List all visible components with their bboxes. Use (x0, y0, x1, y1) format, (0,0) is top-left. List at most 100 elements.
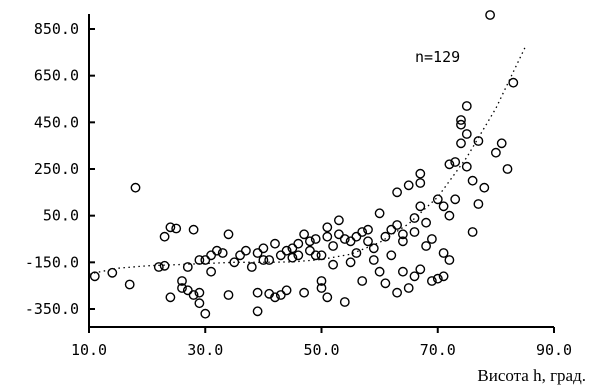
data-point (177, 276, 187, 286)
data-point (392, 287, 402, 298)
y-tick-label: 250.0 (34, 160, 79, 178)
data-point (281, 245, 292, 256)
data-point (421, 217, 431, 228)
data-point (409, 213, 420, 223)
data-point (392, 187, 402, 198)
data-point (426, 234, 437, 244)
y-tick-label: -350.0 (25, 300, 79, 318)
data-point (380, 231, 391, 242)
data-point (316, 283, 327, 293)
data-point (397, 229, 408, 240)
data-point (502, 164, 513, 174)
data-point (130, 182, 141, 193)
x-tick-label: 10.0 (71, 341, 107, 359)
data-point (508, 77, 519, 88)
data-point (357, 276, 368, 286)
data-point (252, 306, 263, 317)
data-point (374, 266, 385, 277)
data-point (496, 138, 507, 149)
x-tick-label: 90.0 (536, 341, 572, 359)
data-point (206, 266, 217, 277)
data-point (461, 161, 472, 172)
y-tick-label: 650.0 (34, 67, 79, 85)
data-point (339, 297, 350, 307)
data-point (258, 243, 269, 254)
data-point (333, 229, 344, 240)
data-point (490, 147, 501, 158)
data-point (357, 227, 368, 237)
x-tick-label: 50.0 (303, 341, 339, 359)
data-point (304, 236, 315, 247)
data-point (461, 129, 472, 139)
data-point (258, 255, 269, 265)
data-point (200, 255, 211, 265)
data-point (316, 250, 327, 261)
data-point (171, 223, 182, 234)
data-point (461, 101, 472, 111)
data-point (409, 227, 420, 237)
data-point (310, 250, 321, 261)
data-point (252, 287, 263, 298)
data-point (415, 201, 426, 212)
data-point (182, 285, 193, 296)
data-point (165, 222, 176, 233)
data-point (229, 257, 240, 268)
x-axis-label: Висота h, град. (477, 366, 586, 385)
data-point (438, 271, 449, 282)
y-tick-label: 450.0 (34, 113, 79, 131)
data-point (264, 255, 275, 265)
data-point (444, 255, 455, 265)
data-point (456, 119, 466, 130)
data-point (246, 262, 257, 272)
data-point (333, 215, 344, 226)
data-point (328, 241, 338, 251)
data-point (450, 194, 461, 205)
data-point (485, 10, 495, 20)
data-point (467, 227, 478, 237)
data-point (107, 267, 118, 278)
y-tick-label: 850.0 (34, 20, 79, 38)
data-point (223, 290, 234, 300)
data-point (432, 194, 443, 205)
data-point (415, 168, 426, 179)
data-point (316, 276, 327, 286)
data-point (275, 250, 286, 261)
data-point (287, 243, 298, 254)
data-point (415, 178, 426, 188)
data-point (270, 238, 280, 249)
data-point (339, 234, 350, 244)
data-point (159, 260, 170, 271)
data-point (351, 231, 362, 242)
data-point (444, 159, 455, 170)
data-point (374, 208, 385, 219)
data-point (159, 231, 170, 242)
y-ticks (89, 28, 95, 310)
data-point (293, 250, 304, 261)
x-tick-label: 70.0 (420, 341, 456, 359)
data-point (217, 248, 228, 258)
data-point (368, 255, 379, 265)
data-point (223, 229, 234, 240)
data-point (450, 157, 461, 167)
data-point (392, 220, 402, 230)
data-point (473, 136, 484, 146)
data-point (200, 308, 211, 319)
data-point (124, 279, 135, 290)
data-points (89, 10, 519, 319)
data-point (456, 138, 466, 149)
data-point (235, 250, 246, 261)
data-point (275, 290, 286, 300)
data-point (473, 199, 484, 209)
data-point (479, 182, 490, 193)
y-tick-labels: 850.0 650.0 450.0 250.0 50.0 -150.0 -350.0 (25, 20, 79, 318)
data-point (328, 259, 338, 270)
data-point (368, 243, 379, 254)
data-point (380, 278, 391, 289)
x-tick-label: 30.0 (187, 341, 223, 359)
data-point (397, 266, 408, 277)
data-point (89, 271, 100, 282)
data-point (293, 238, 304, 249)
data-point (188, 290, 199, 300)
data-point (444, 210, 455, 221)
